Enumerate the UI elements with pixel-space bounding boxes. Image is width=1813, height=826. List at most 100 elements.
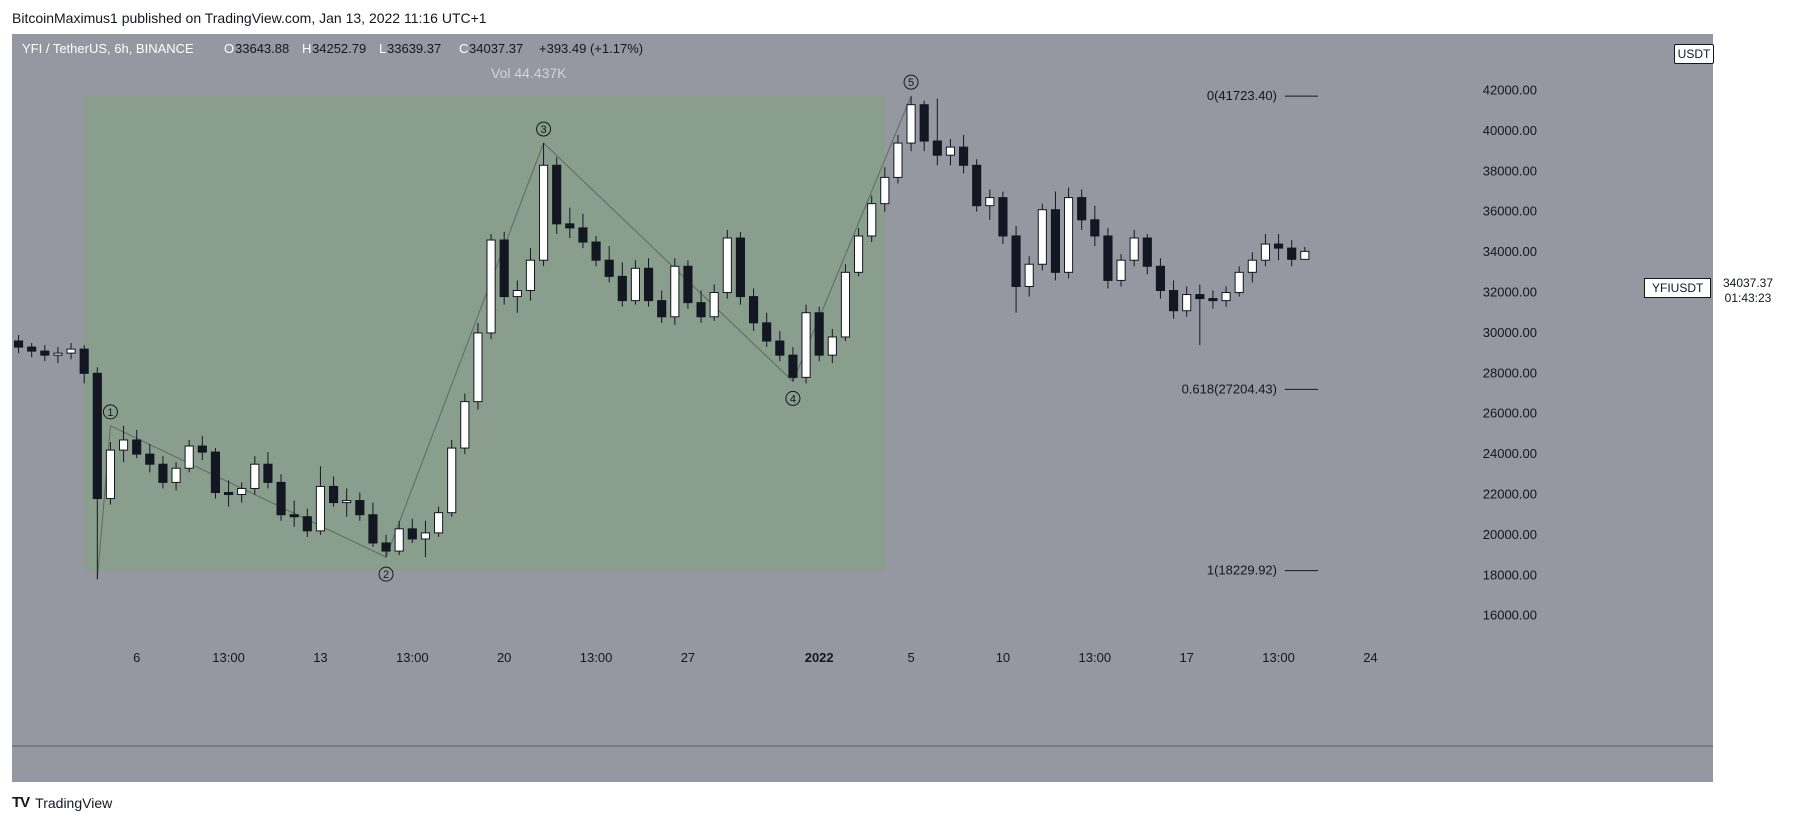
bar-countdown: 01:43:23: [1724, 291, 1772, 305]
candle: [867, 195, 877, 243]
candle-body: [538, 164, 549, 261]
tradingview-logo-icon[interactable]: TV: [12, 794, 30, 811]
candle-body: [499, 239, 509, 298]
wave-label: 1: [107, 407, 113, 419]
price-chart[interactable]: 0(41723.40) 0.618(27204.43) 1(18229.92) 1 2…: [12, 34, 1797, 782]
candle-body: [1195, 294, 1205, 300]
candle: [1063, 187, 1074, 279]
candle: [171, 462, 181, 491]
candle-body: [525, 259, 536, 292]
candle-body: [289, 514, 299, 518]
candle: [880, 167, 890, 212]
candle: [1116, 254, 1126, 287]
footer-brand[interactable]: TradingView: [35, 794, 113, 811]
candle: [683, 260, 693, 309]
candle: [998, 191, 1008, 245]
candle-body: [40, 350, 50, 356]
candle-body: [591, 241, 601, 261]
candle-body: [355, 500, 365, 516]
candle-body: [893, 142, 903, 178]
candle-body: [328, 485, 339, 504]
candle: [1155, 258, 1166, 299]
candle: [79, 345, 89, 384]
candle-body: [578, 227, 588, 243]
time-tick-label: 13:00: [1079, 650, 1112, 665]
price-tick-label: 36000.00: [1483, 204, 1537, 219]
candle-body: [867, 203, 877, 237]
candle: [525, 248, 536, 301]
candle-body: [1182, 294, 1192, 312]
candle: [1273, 233, 1284, 261]
fib-level-label: 0.618(27204.43): [1182, 381, 1277, 396]
legend-symbol: YFI / TetherUS, 6h, BINANCE: [22, 41, 194, 56]
candle: [460, 393, 470, 455]
candle: [827, 328, 837, 364]
candle-body: [696, 302, 706, 318]
candle-body: [840, 271, 851, 338]
chart-frame[interactable]: 0(41723.40) 0.618(27204.43) 1(18229.92) 1 2…: [12, 34, 1797, 782]
candle-body: [604, 259, 614, 277]
candle: [538, 143, 549, 267]
candle: [919, 100, 929, 152]
published-caption: BitcoinMaximus1 published on TradingView…: [12, 10, 487, 26]
candle: [985, 189, 995, 220]
candle-body: [932, 140, 942, 156]
candle-body: [972, 164, 982, 207]
wave-marker: 5: [903, 74, 919, 90]
price-tick-label: 16000.00: [1483, 608, 1537, 623]
candle: [263, 452, 273, 489]
legend-volume: Vol 44.437K: [491, 65, 567, 81]
candle-body: [880, 176, 890, 205]
candle: [1011, 225, 1021, 313]
candle: [276, 474, 286, 521]
candle: [132, 429, 142, 459]
candle: [1182, 286, 1192, 317]
candle-body: [197, 445, 207, 453]
candle-body: [1103, 235, 1113, 281]
candle-body: [66, 348, 76, 354]
candle: [486, 233, 496, 339]
candle-body: [368, 514, 378, 544]
candle-body: [945, 146, 956, 156]
currency-label[interactable]: USDT: [1674, 44, 1714, 64]
candle: [512, 280, 522, 313]
price-tick-label: 18000.00: [1483, 567, 1537, 582]
legend-open-label: O: [224, 41, 234, 56]
legend-change: +393.49 (+1.17%): [539, 41, 643, 56]
wave-circle: [102, 404, 118, 420]
candle: [13, 334, 24, 354]
candle-body: [447, 447, 457, 514]
candle-body: [998, 197, 1008, 237]
time-tick-label: 13:00: [580, 650, 613, 665]
candle-body: [92, 372, 102, 500]
candle-body: [1260, 243, 1271, 261]
candle: [696, 290, 706, 323]
candle: [1103, 227, 1113, 289]
wave-label: 2: [383, 569, 389, 581]
wave-circle: [536, 121, 552, 137]
candle: [788, 347, 798, 382]
candle: [1287, 240, 1297, 267]
price-tick-label: 34000.00: [1483, 244, 1537, 259]
candle-body: [53, 352, 63, 356]
candle-body: [237, 487, 247, 496]
candle: [630, 260, 641, 305]
legend-high-label: H: [302, 41, 311, 56]
candle-body: [1287, 247, 1297, 260]
candle: [1037, 203, 1047, 271]
candle: [447, 439, 457, 517]
candle-body: [985, 197, 995, 207]
wave-label: 3: [541, 124, 547, 136]
candle-body: [486, 239, 496, 334]
candle-body: [1142, 237, 1152, 267]
candle-body: [13, 340, 24, 348]
candle: [945, 139, 956, 166]
time-tick-label: 24: [1363, 650, 1377, 665]
candle: [840, 264, 851, 342]
candle-body: [801, 312, 811, 378]
candle: [643, 258, 654, 307]
candle: [53, 347, 63, 364]
candle-body: [1077, 197, 1087, 221]
wave-marker: 3: [536, 121, 552, 137]
candle: [92, 367, 102, 580]
